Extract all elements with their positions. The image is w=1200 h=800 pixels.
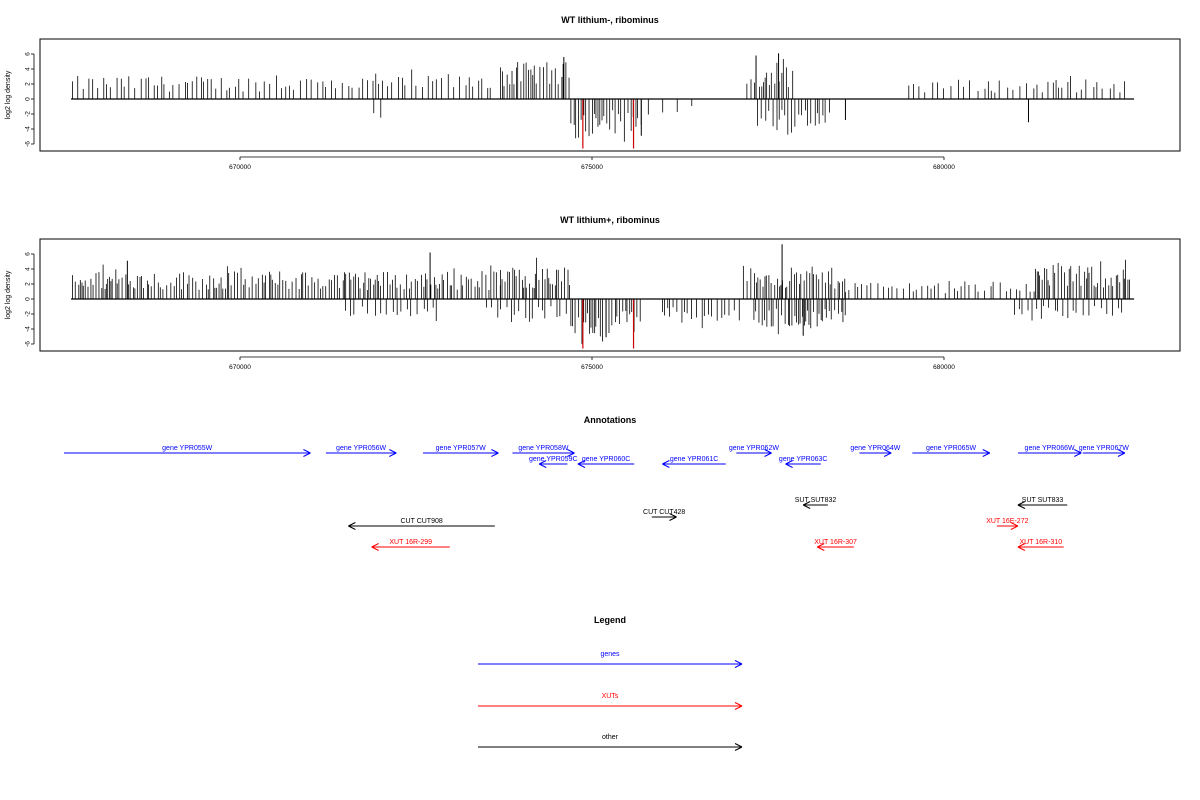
legend-label: genes xyxy=(600,651,620,658)
feature-label: gene YPR061C xyxy=(670,456,719,463)
feature-label: gene YPR060C xyxy=(582,456,631,463)
feature-label: CUT CUT428 xyxy=(643,509,685,516)
coverage-panel-lithium-plus: WT lithium+, ribominus log2 log density … xyxy=(5,215,1181,371)
feature-label: gene YPR055W xyxy=(162,445,212,452)
feature-arrow: gene YPR059C xyxy=(529,456,578,468)
y-tick-label: 0 xyxy=(25,297,32,301)
feature-label: XUT 16R-307 xyxy=(814,539,857,546)
x-axis: 670000 675000 680000 xyxy=(229,156,955,171)
x-tick-label: 675000 xyxy=(581,164,603,171)
x-tick-label: 680000 xyxy=(933,164,955,171)
coverage-bars xyxy=(72,53,1125,149)
feature-label: gene YPR059C xyxy=(529,456,578,463)
x-tick-label: 675000 xyxy=(581,364,603,371)
feature-arrow: XUT 16R-310 xyxy=(1017,539,1064,551)
y-tick-label: -2 xyxy=(25,111,32,117)
feature-label: CUT CUT908 xyxy=(400,518,442,525)
feature-arrow: gene YPR067W xyxy=(1079,445,1129,457)
feature-arrow: gene YPR064W xyxy=(850,445,901,457)
y-tick-label: -6 xyxy=(25,341,32,347)
plot-frame xyxy=(39,38,1181,152)
feature-label: gene YPR062W xyxy=(729,445,779,452)
y-tick-label: 2 xyxy=(25,82,32,86)
feature-arrow: XUT 16E-272 xyxy=(986,518,1029,530)
legend-label: other xyxy=(602,734,619,741)
feature-label: gene YPR066W xyxy=(1025,445,1075,452)
feature-label: gene YPR058W xyxy=(518,445,568,452)
y-tick-label: -4 xyxy=(25,126,32,132)
plot-frame xyxy=(39,238,1181,352)
y-tick-label: -6 xyxy=(25,141,32,147)
feature-arrow: gene YPR062W xyxy=(729,445,779,457)
y-axis-label: log2 log density xyxy=(5,70,12,119)
feature-arrow: CUT CUT908 xyxy=(348,518,495,530)
feature-label: gene YPR067W xyxy=(1079,445,1129,452)
feature-label: gene YPR056W xyxy=(336,445,386,452)
feature-label: XUT 16E-272 xyxy=(986,518,1028,525)
annotations-track: Annotations gene YPR055W gene YPR056W gene… xyxy=(64,415,1129,551)
feature-label: gene YPR065W xyxy=(926,445,976,452)
feature-label: gene YPR057W xyxy=(436,445,486,452)
annotations-title: Annotations xyxy=(584,415,637,425)
x-tick-label: 680000 xyxy=(933,364,955,371)
panel-title: WT lithium-, ribominus xyxy=(561,15,659,25)
y-tick-label: -2 xyxy=(25,311,32,317)
feature-arrow: CUT CUT428 xyxy=(643,509,685,521)
feature-arrow: gene YPR057W xyxy=(423,445,499,457)
feature-arrow: gene YPR063C xyxy=(779,456,828,468)
feature-label: XUT 16R-299 xyxy=(389,539,432,546)
feature-arrow: gene YPR060C xyxy=(577,456,635,468)
feature-label: XUT 16R-310 xyxy=(1019,539,1062,546)
feature-arrow: SUT SUT832 xyxy=(795,497,837,509)
feature-arrow: gene YPR056W xyxy=(325,445,397,457)
feature-arrow: gene YPR065W xyxy=(912,445,990,457)
coverage-panel-lithium-minus: WT lithium-, ribominus log2 log density … xyxy=(5,15,1181,171)
feature-label: SUT SUT833 xyxy=(1022,497,1064,504)
feature-arrow: gene YPR061C xyxy=(662,456,726,468)
feature-arrow: SUT SUT833 xyxy=(1017,497,1068,509)
legend-label: XUTs xyxy=(602,693,619,700)
legend: Legend genes XUTs other xyxy=(478,615,743,751)
legend-item: other xyxy=(478,734,743,751)
feature-arrow: XUT 16R-299 xyxy=(371,539,450,551)
feature-arrow: gene YPR066W xyxy=(1017,445,1082,457)
y-tick-label: 6 xyxy=(25,52,32,56)
y-tick-label: 0 xyxy=(25,97,32,101)
y-tick-label: 4 xyxy=(25,267,32,271)
feature-arrow: gene YPR055W xyxy=(64,445,311,457)
x-tick-label: 670000 xyxy=(229,164,251,171)
x-tick-label: 670000 xyxy=(229,364,251,371)
legend-item: XUTs xyxy=(478,693,743,710)
y-tick-label: -4 xyxy=(25,326,32,332)
legend-title: Legend xyxy=(594,615,626,625)
feature-label: gene YPR064W xyxy=(850,445,900,452)
feature-label: SUT SUT832 xyxy=(795,497,837,504)
y-axis-label: log2 log density xyxy=(5,270,12,319)
y-axis: 6 4 2 0 -2 -4 -6 xyxy=(25,252,35,347)
y-tick-label: 6 xyxy=(25,252,32,256)
y-tick-label: 2 xyxy=(25,282,32,286)
legend-item: genes xyxy=(478,651,743,668)
panel-title: WT lithium+, ribominus xyxy=(560,215,660,225)
coverage-bars xyxy=(72,244,1130,349)
x-axis: 670000 675000 680000 xyxy=(229,356,955,371)
feature-arrow: gene YPR058W xyxy=(512,445,575,457)
feature-arrow: XUT 16R-307 xyxy=(814,539,857,551)
y-axis: 6 4 2 0 -2 -4 -6 xyxy=(25,52,35,147)
y-tick-label: 4 xyxy=(25,67,32,71)
feature-label: gene YPR063C xyxy=(779,456,828,463)
